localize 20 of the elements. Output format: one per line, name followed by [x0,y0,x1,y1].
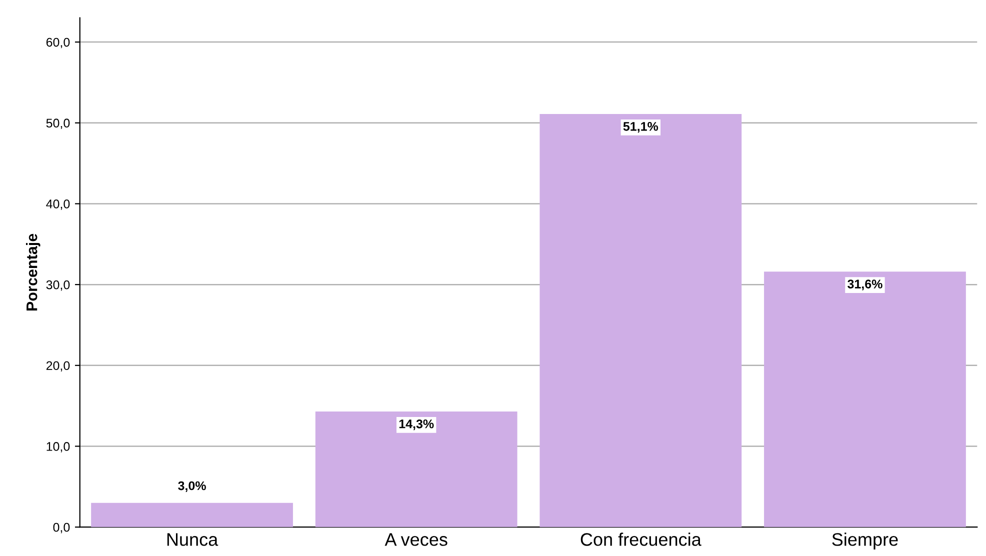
y-tick-label: 60,0 [46,38,70,48]
x-tick-label: A veces [384,533,448,546]
x-tick-label: Siempre [832,532,898,550]
y-tick-label: 40,0 [46,200,70,210]
x-tick-label: Nunca [167,533,218,546]
x-tick-label: Con frecuencia [580,532,702,546]
data-label: 14,3% [399,419,434,430]
data-label: 3,0% [178,481,206,492]
bar [91,502,293,528]
y-tick-label: 0,0 [53,522,70,534]
data-label: 51,1% [623,122,658,133]
bar [764,272,966,528]
y-tick-label: 10,0 [46,442,70,452]
bar [540,114,742,528]
y-tick-label: 20,0 [46,361,70,372]
data-label: 31,6% [848,280,882,290]
y-axis-title: Porcentaje [26,234,40,310]
bar [315,411,518,528]
y-tick-label: 50,0 [46,118,70,130]
y-tick-label: 30,0 [46,280,70,291]
